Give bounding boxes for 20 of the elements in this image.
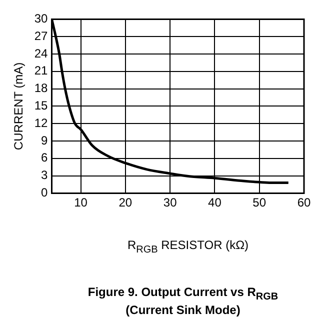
y-tick-label: 3	[41, 168, 48, 182]
x-axis-title: R$_{RGB}$ RESISTOR (kΩ)	[127, 238, 249, 256]
y-tick-label: 15	[34, 98, 48, 113]
x-tick-label: 20	[118, 196, 132, 210]
y-tick-label: 30	[34, 12, 48, 26]
y-tick-label: 0	[41, 186, 48, 200]
x-tick-label: 40	[208, 196, 222, 210]
y-tick-label: 6	[41, 150, 48, 165]
x-tick-label: 30	[163, 196, 178, 210]
x-tick-label: 50	[252, 196, 266, 210]
y-tick-label: 24	[34, 46, 48, 60]
x-tick-label: 60	[297, 196, 311, 210]
chart-title: Figure 9. Output Current vs R$_{RGB}$ (Current Sink Mode)	[88, 285, 278, 317]
y-tick-label: 9	[41, 133, 48, 148]
y-tick-label: 21	[34, 64, 48, 78]
y-axis-title: CURRENT (mA)	[12, 62, 26, 150]
x-tick-label: 10	[74, 196, 88, 210]
y-tick-label: 27	[34, 28, 48, 43]
y-tick-label: 18	[34, 81, 48, 96]
y-tick-label: 12	[34, 116, 48, 130]
